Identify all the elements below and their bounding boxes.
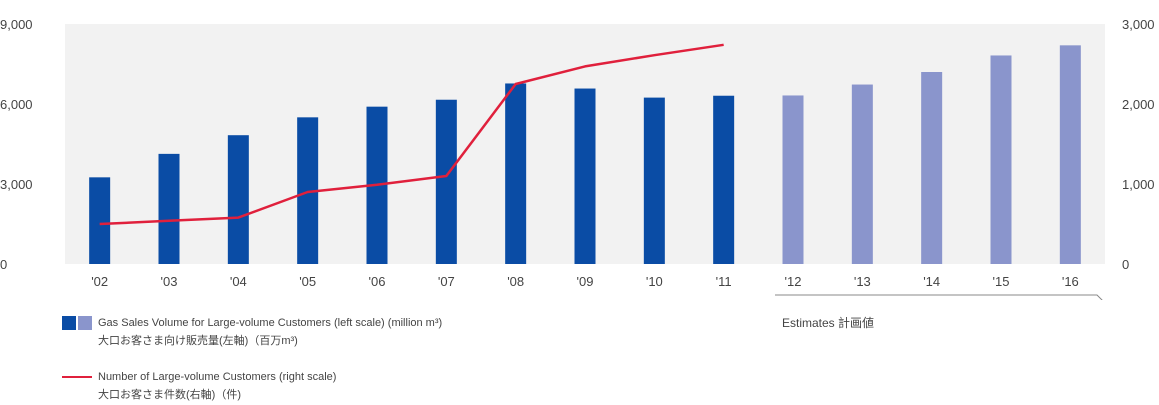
right-tick-label: 0 <box>1122 257 1129 272</box>
right-tick-label: 3,000 <box>1122 17 1155 32</box>
x-tick-label: '14 <box>923 274 940 289</box>
bar-estimate <box>782 95 804 264</box>
legend-bars-label-ja: 大口お客さま向け販売量(左軸)（百万m³) <box>98 335 298 347</box>
x-tick-label: '12 <box>785 274 802 289</box>
right-axis: 0 1,000 2,000 3,000 <box>1122 17 1155 272</box>
chart: 0 3,000 6,000 9,000 0 1,000 2,000 3,000 '02 '03… <box>0 17 1155 300</box>
legend-line: Number of Large-volume Customers (right … <box>62 368 336 404</box>
legend-bars-label-en: Gas Sales Volume for Large-volume Custom… <box>98 317 443 329</box>
bar <box>89 177 111 264</box>
bar <box>435 99 457 264</box>
bar <box>505 83 527 264</box>
bar <box>297 117 319 264</box>
x-tick-label: '10 <box>646 274 663 289</box>
bar-estimate <box>851 84 873 265</box>
line-series <box>99 43 724 226</box>
legend-bars: Gas Sales Volume for Large-volume Custom… <box>62 314 442 350</box>
estimates-label: Estimates 計画値 <box>782 316 875 330</box>
bar <box>574 88 596 265</box>
x-tick-label: '04 <box>230 274 247 289</box>
legend-swatch-actual <box>62 316 76 330</box>
x-tick-label: '11 <box>716 274 732 289</box>
x-tick-label: '02 <box>91 274 108 289</box>
bar-estimate <box>921 72 943 264</box>
left-tick-label: 9,000 <box>0 17 33 32</box>
x-tick-label: '05 <box>299 274 316 289</box>
right-tick-label: 1,000 <box>1122 177 1155 192</box>
estimates-bracket <box>775 294 1103 300</box>
x-tick-label: '13 <box>854 274 871 289</box>
bar <box>643 97 665 264</box>
x-tick-label: '06 <box>369 274 386 289</box>
right-tick-label: 2,000 <box>1122 97 1155 112</box>
bar-estimate <box>990 55 1012 264</box>
legend-line-label-ja: 大口お客さま件数(右軸)（件) <box>98 389 241 401</box>
x-tick-label: '03 <box>161 274 178 289</box>
left-tick-label: 0 <box>0 257 7 272</box>
bar-series <box>89 45 1081 265</box>
bar <box>158 153 180 264</box>
legend-line-label-en: Number of Large-volume Customers (right … <box>98 371 337 383</box>
bar <box>713 95 735 264</box>
customer-count-line <box>99 43 724 226</box>
x-axis: '02 '03 '04 '05 '06 '07 '08 '09 '10 '11 '12 '13 '14 '… <box>91 274 1079 289</box>
legend-swatch-estimate <box>78 316 92 330</box>
left-tick-label: 6,000 <box>0 97 33 112</box>
bar-estimate <box>1059 45 1081 265</box>
x-tick-label: '16 <box>1062 274 1079 289</box>
legend-line-swatch <box>62 376 92 378</box>
x-tick-label: '09 <box>577 274 594 289</box>
left-axis: 0 3,000 6,000 9,000 <box>0 17 33 272</box>
x-tick-label: '07 <box>438 274 455 289</box>
left-tick-label: 3,000 <box>0 177 33 192</box>
bar <box>227 135 249 264</box>
x-tick-label: '08 <box>507 274 524 289</box>
x-tick-label: '15 <box>993 274 1010 289</box>
